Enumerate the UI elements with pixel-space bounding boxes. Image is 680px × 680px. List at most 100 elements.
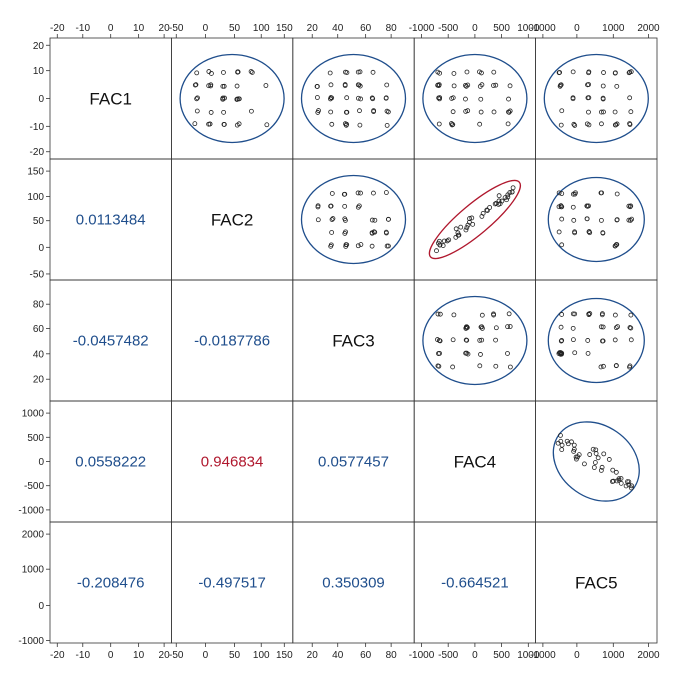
scatter-point [343, 229, 348, 235]
left-tick-label: -1000 [18, 505, 44, 516]
scatter-point [618, 476, 624, 481]
scatter-point [571, 337, 576, 343]
scatter-point [585, 351, 591, 356]
scatter-point [463, 83, 468, 88]
scatter-point [477, 69, 482, 75]
scatter-point [343, 242, 349, 248]
bottom-tick-label: 0 [472, 650, 478, 661]
left-tick-label: 80 [33, 300, 45, 311]
scatter-point [465, 351, 471, 357]
scatter-point [194, 108, 200, 114]
scatter-point [478, 109, 484, 115]
scatter-point [249, 70, 255, 75]
scatter-point [507, 108, 513, 114]
scatter-point [221, 83, 227, 89]
bottom-tick-label: -10 [76, 650, 91, 661]
scatter-point [571, 217, 577, 223]
scatter-point [612, 122, 618, 128]
scatter-point [249, 108, 254, 114]
confidence-ellipse-0-2 [300, 53, 407, 144]
left-tick-label: -500 [24, 481, 44, 492]
scatter-point [587, 452, 593, 457]
confidence-ellipses [179, 53, 649, 502]
scatter-point [556, 229, 562, 235]
scatter-point [628, 325, 634, 331]
scatter-point [477, 337, 483, 343]
scatter-point [574, 456, 579, 462]
scatter-point [446, 237, 452, 243]
scatter-point [329, 230, 335, 235]
scatter-point [584, 121, 590, 127]
top-tick-label: -20 [50, 23, 65, 34]
scatter-point [598, 109, 604, 115]
scatter-point [628, 485, 634, 491]
scatter-point [559, 216, 565, 222]
scatter-point [328, 203, 333, 209]
scatter-point [627, 95, 633, 101]
scatter-point [358, 190, 363, 196]
top-tick-label: -1000 [530, 23, 556, 34]
scatter-point [206, 69, 212, 74]
scatter-point [370, 69, 376, 75]
scatter-point [329, 95, 335, 101]
scatter-point [505, 324, 510, 330]
scatter-point [491, 109, 497, 115]
left-tick-label: -20 [30, 147, 45, 158]
correlation-value: 0.0558222 [75, 454, 146, 471]
scatter-point [559, 312, 565, 317]
scatter-point [456, 232, 462, 238]
scatter-point [478, 324, 484, 330]
left-tick-label: 100 [27, 192, 44, 203]
scatter-point [595, 455, 601, 461]
scatter-point [234, 83, 240, 89]
scatter-point [628, 203, 634, 209]
bottom-tick-label: 500 [493, 650, 510, 661]
scatter-point [590, 446, 596, 452]
scatter-point [584, 216, 590, 222]
scatter-point [615, 324, 620, 330]
scatter-point [599, 121, 604, 127]
scatter-point [586, 109, 591, 115]
left-tick-label: 0 [38, 457, 44, 468]
scatter-point [383, 190, 389, 195]
scatter-point [582, 461, 587, 467]
scatter-point [600, 83, 606, 89]
scatter-point [248, 69, 254, 74]
confidence-ellipse-0-4 [543, 53, 649, 144]
scatter-point [598, 190, 604, 196]
scatter-point [598, 364, 604, 370]
scatter-point [384, 108, 390, 114]
scatter-point [493, 363, 499, 369]
scatter-point [572, 350, 578, 356]
scatter-point [628, 337, 634, 343]
variable-label-fac2: FAC2 [211, 211, 254, 230]
top-tick-label: 0 [108, 23, 114, 34]
scatter-point [559, 204, 565, 210]
scatter-point [357, 108, 362, 114]
scatter-point [484, 207, 490, 213]
scatter-point [358, 242, 364, 247]
scatter-point [206, 83, 212, 89]
scatter-point [384, 122, 390, 128]
scatter-point [220, 96, 226, 102]
scatter-point [234, 96, 240, 102]
variable-label-fac5: FAC5 [575, 574, 618, 593]
bottom-tick-label: 60 [360, 650, 372, 661]
scatter-point [626, 482, 632, 488]
scatter-point [355, 204, 361, 210]
top-tick-label: 0 [472, 23, 478, 34]
scatter-point [329, 121, 335, 127]
scatter-point [436, 363, 442, 369]
scatter-point [499, 198, 505, 204]
scatter-point [507, 364, 513, 370]
left-tick-label: 20 [33, 41, 45, 52]
scatter-point [221, 122, 227, 127]
panel-frame-4-4 [535, 521, 658, 644]
scatter-point [384, 230, 389, 236]
scatter-point [463, 108, 469, 114]
scatter-point [463, 350, 469, 356]
correlation-value: -0.497517 [198, 575, 266, 592]
scatter-point [628, 312, 634, 318]
scatter-point [558, 432, 563, 438]
panel-frame-0-1 [170, 37, 294, 160]
